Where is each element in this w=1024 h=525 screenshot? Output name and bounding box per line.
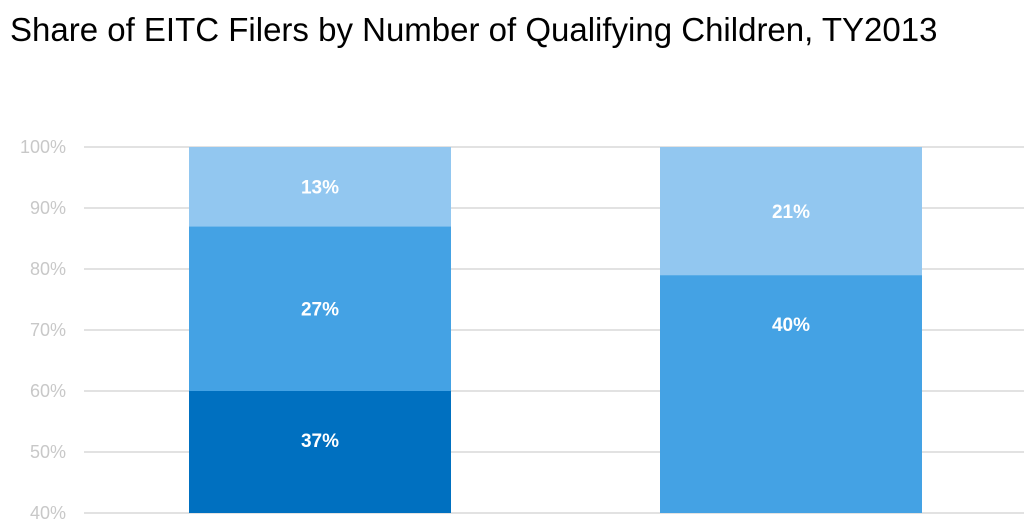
y-tick-label: 50%: [30, 442, 66, 462]
y-tick-label: 80%: [30, 259, 66, 279]
bar-segment: [189, 391, 451, 513]
y-axis-ticks: 40% 50% 60% 70% 80% 90% 100%: [20, 137, 66, 523]
chart-title: Share of EITC Filers by Number of Qualif…: [10, 11, 938, 48]
bar-segment: [189, 147, 451, 227]
bar-segment: [660, 147, 922, 276]
data-label: 13%: [301, 178, 339, 199]
bar-segment: [660, 275, 922, 513]
y-tick-label: 90%: [30, 198, 66, 218]
y-tick-label: 60%: [30, 381, 66, 401]
bar-segment: [189, 226, 451, 391]
y-tick-label: 40%: [30, 503, 66, 523]
data-label: 40%: [772, 315, 810, 336]
data-label: 27%: [301, 300, 339, 321]
data-label: 37%: [301, 431, 339, 452]
y-tick-label: 70%: [30, 320, 66, 340]
data-labels: 37% 27% 13% 40% 21%: [301, 178, 810, 452]
data-label: 21%: [772, 202, 810, 223]
y-tick-label: 100%: [20, 137, 66, 157]
bars: [189, 147, 922, 513]
